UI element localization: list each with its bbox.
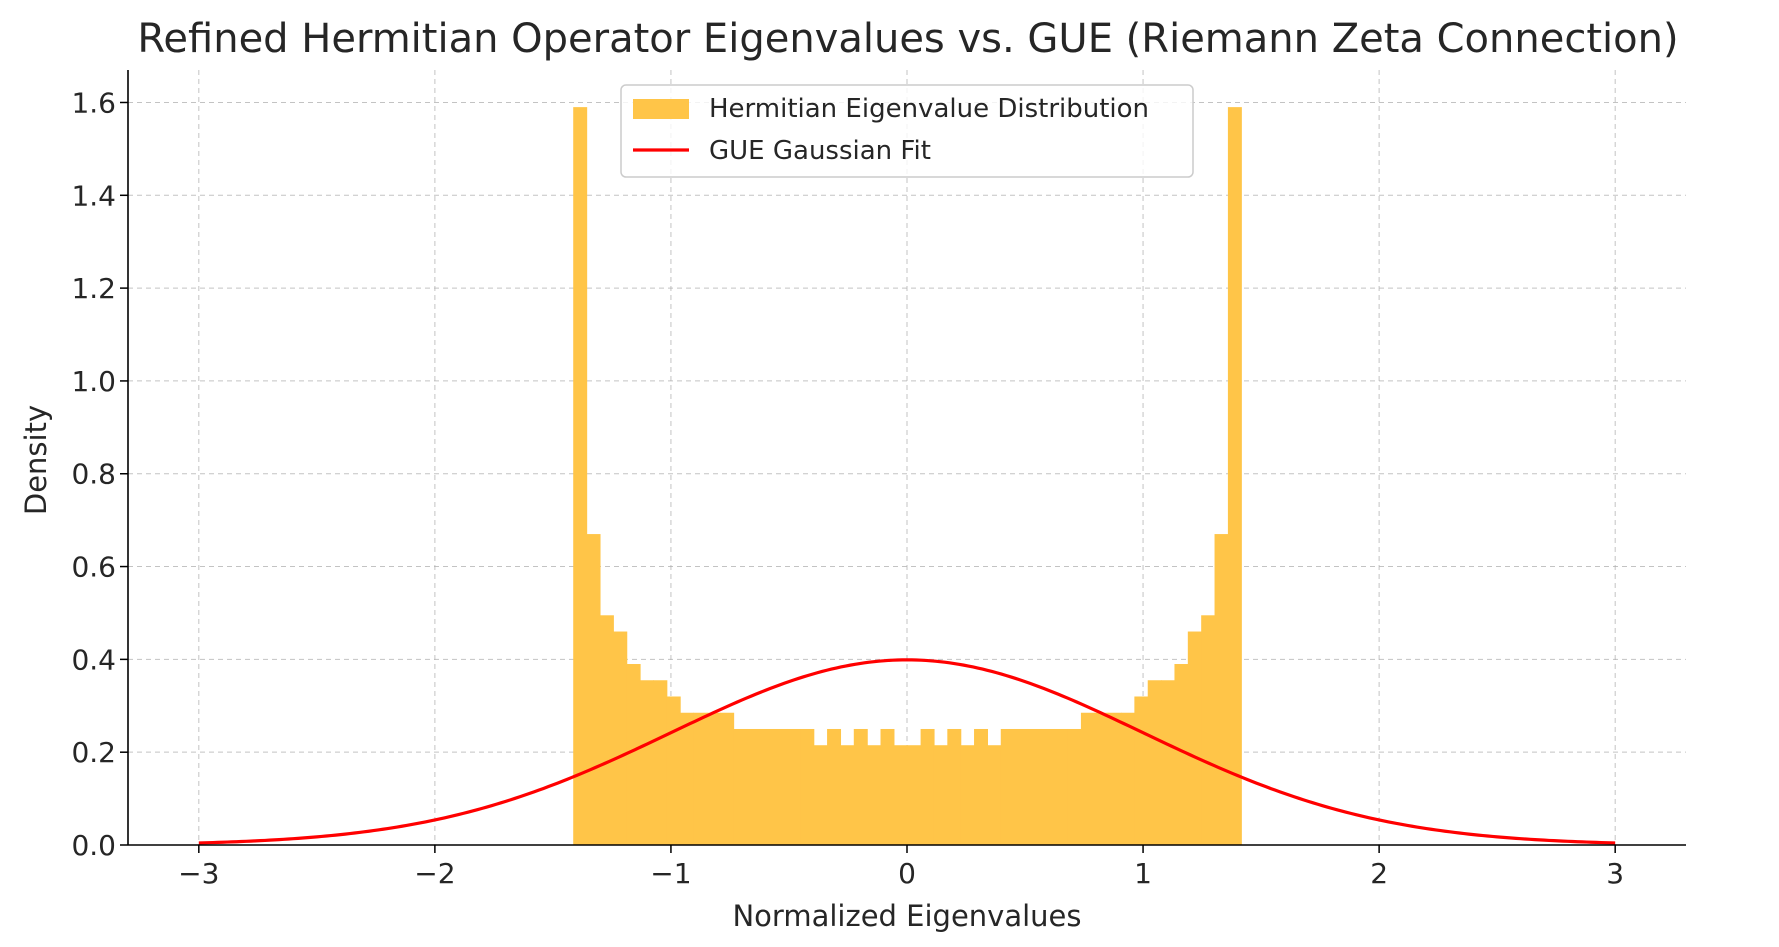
- histogram-bar: [827, 728, 842, 845]
- x-tick-label: −1: [650, 857, 691, 890]
- histogram-bar: [573, 107, 588, 846]
- histogram-bar: [1107, 712, 1122, 845]
- histogram-bar: [800, 728, 815, 845]
- histogram-bar: [1161, 680, 1176, 845]
- x-tick-label: 1: [1134, 857, 1152, 890]
- histogram-bar: [1214, 534, 1229, 845]
- legend-label-gaussian: GUE Gaussian Fit: [709, 136, 931, 166]
- histogram-bar: [586, 534, 601, 845]
- y-tick-label: 1.0: [71, 365, 116, 398]
- x-tick-label: 0: [898, 857, 916, 890]
- legend-patch-histogram: [633, 99, 689, 119]
- x-tick-label: 3: [1606, 857, 1624, 890]
- histogram-bar: [626, 664, 641, 845]
- y-tick-label: 0.8: [71, 458, 116, 491]
- histogram-bar: [907, 745, 922, 845]
- x-ticks: −3 −2 −1 0 1 2 3: [178, 845, 1624, 890]
- histogram-bar: [947, 728, 962, 845]
- histogram-bar: [1027, 728, 1042, 845]
- histogram-bar: [840, 745, 855, 845]
- x-tick-label: −3: [178, 857, 219, 890]
- histogram-bar: [693, 712, 708, 845]
- histogram-bar: [1187, 631, 1202, 845]
- histogram-bar: [893, 745, 908, 845]
- gue-gaussian-fit-line: [198, 658, 1616, 845]
- histogram-bar: [706, 712, 721, 845]
- histogram-bar: [920, 728, 935, 845]
- y-ticks: 0.0 0.2 0.4 0.6 0.8 1.0 1.2 1.4 1.6: [71, 86, 128, 862]
- histogram-bar: [813, 745, 828, 845]
- histogram-bar: [1080, 712, 1095, 845]
- histogram-bar: [1174, 664, 1189, 845]
- histogram-bar: [1094, 712, 1109, 845]
- histogram-bar: [987, 745, 1002, 845]
- histogram-bars: [573, 107, 1242, 846]
- y-tick-label: 0.6: [71, 551, 116, 584]
- histogram-bar: [960, 745, 975, 845]
- x-axis-label: Normalized Eigenvalues: [732, 899, 1081, 933]
- y-tick-label: 0.4: [71, 643, 116, 676]
- histogram-bar: [1067, 728, 1082, 845]
- histogram-bar: [880, 728, 895, 845]
- histogram-bar: [720, 712, 735, 845]
- x-tick-label: −2: [414, 857, 455, 890]
- histogram-bar: [1040, 728, 1055, 845]
- y-tick-label: 1.4: [71, 179, 116, 212]
- histogram-bar: [1147, 680, 1162, 845]
- histogram-bar: [733, 728, 748, 845]
- y-tick-label: 0.0: [71, 829, 116, 862]
- histogram-bar: [760, 728, 775, 845]
- y-tick-label: 1.6: [71, 86, 116, 119]
- legend: Hermitian Eigenvalue Distribution GUE Ga…: [620, 84, 1194, 178]
- histogram-bar: [613, 631, 628, 845]
- histogram-bar: [773, 728, 788, 845]
- x-tick-label: 2: [1370, 857, 1388, 890]
- chart-title: Refined Hermitian Operator Eigenvalues v…: [137, 16, 1678, 62]
- histogram-bar: [1000, 728, 1015, 845]
- y-tick-label: 1.2: [71, 272, 116, 305]
- histogram-bar: [653, 680, 668, 845]
- legend-label-histogram: Hermitian Eigenvalue Distribution: [709, 94, 1149, 124]
- histogram-bar: [599, 615, 614, 845]
- histogram-bar: [853, 728, 868, 845]
- histogram-bar: [867, 745, 882, 845]
- histogram-bar: [666, 696, 681, 845]
- histogram-bar: [1054, 728, 1069, 845]
- histogram-bar: [640, 680, 654, 845]
- histogram-bar: [933, 745, 948, 845]
- histogram-bar: [1227, 107, 1242, 846]
- histogram-bar: [974, 728, 989, 845]
- y-axis-label: Density: [19, 405, 53, 515]
- histogram-bar: [1121, 712, 1135, 845]
- histogram-bar: [786, 728, 801, 845]
- y-tick-label: 0.2: [71, 736, 116, 769]
- histogram-bar: [1134, 696, 1149, 845]
- legend-frame: [620, 84, 1194, 178]
- histogram-bar: [746, 728, 761, 845]
- grid: [128, 70, 1686, 845]
- histogram-bar: [1014, 728, 1029, 845]
- histogram-bar: [680, 712, 695, 845]
- histogram-bar: [1201, 615, 1216, 845]
